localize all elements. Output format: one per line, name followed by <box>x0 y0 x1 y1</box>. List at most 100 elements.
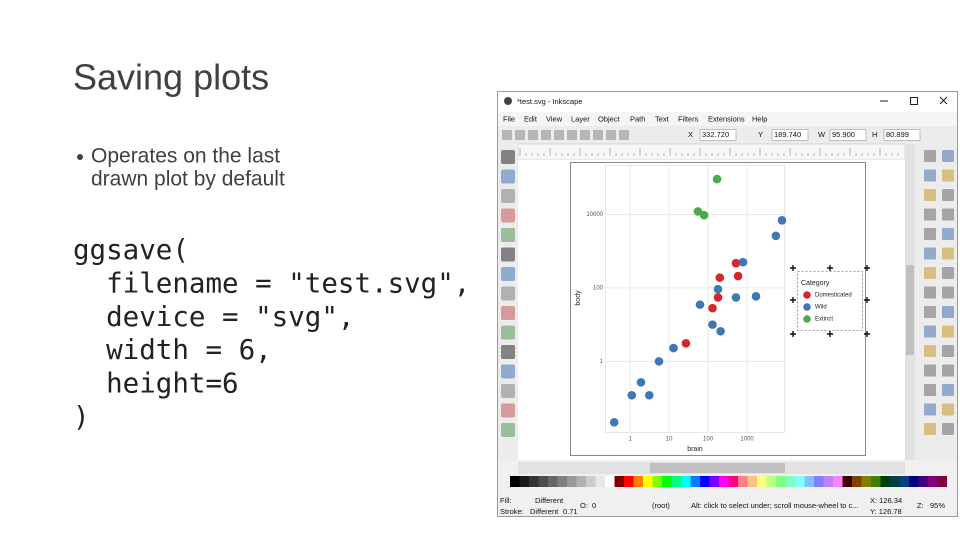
command-icon[interactable] <box>942 189 954 201</box>
field-box[interactable] <box>829 129 867 141</box>
palette-swatch[interactable] <box>738 476 748 487</box>
palette-swatch[interactable] <box>548 476 558 487</box>
field-box[interactable] <box>699 129 737 141</box>
command-icon[interactable] <box>924 345 936 357</box>
tool-icon[interactable] <box>501 306 515 320</box>
horizontal-scroll-thumb[interactable] <box>650 463 785 473</box>
menu-item[interactable]: Edit <box>524 114 538 123</box>
command-icon[interactable] <box>942 403 954 416</box>
palette-swatch[interactable] <box>833 476 843 487</box>
selection-handle[interactable] <box>790 331 796 337</box>
command-icon[interactable] <box>924 325 936 338</box>
palette-swatch[interactable] <box>605 476 615 487</box>
command-icon[interactable] <box>942 364 954 377</box>
tool-icon[interactable] <box>501 403 515 418</box>
field-box[interactable] <box>883 129 921 141</box>
command-icon[interactable] <box>924 286 936 299</box>
selection-handle[interactable] <box>827 331 833 337</box>
menu-item[interactable]: Text <box>655 114 670 123</box>
palette-swatch[interactable] <box>842 476 853 487</box>
toolbar-icon[interactable] <box>593 130 603 140</box>
tool-icon[interactable] <box>501 286 515 301</box>
palette-swatch[interactable] <box>890 476 900 487</box>
palette-swatch[interactable] <box>662 476 672 487</box>
selection-handle[interactable] <box>827 265 833 271</box>
menu-item[interactable]: File <box>503 114 515 123</box>
palette-swatch[interactable] <box>652 476 663 487</box>
tool-icon[interactable] <box>501 228 515 242</box>
maximize-button[interactable] <box>910 97 918 105</box>
palette-swatch[interactable] <box>690 476 701 487</box>
command-icon[interactable] <box>942 423 954 435</box>
palette-swatch[interactable] <box>681 476 691 487</box>
selection-handle[interactable] <box>864 331 870 337</box>
palette-swatch[interactable] <box>785 476 796 487</box>
palette-swatch[interactable] <box>747 476 758 487</box>
palette-swatch[interactable] <box>529 476 539 487</box>
command-icon[interactable] <box>942 286 954 299</box>
toolbar-icon[interactable] <box>541 130 551 140</box>
menu-item[interactable]: Help <box>752 114 767 123</box>
palette-swatch[interactable] <box>719 476 729 487</box>
toolbar-icon[interactable] <box>515 130 525 140</box>
palette-swatch[interactable] <box>757 476 767 487</box>
palette-swatch[interactable] <box>586 476 596 487</box>
palette-swatch[interactable] <box>624 476 634 487</box>
palette-swatch[interactable] <box>880 476 891 487</box>
command-icon[interactable] <box>924 364 936 377</box>
command-icon[interactable] <box>924 403 936 416</box>
command-icon[interactable] <box>924 169 936 182</box>
command-icon[interactable] <box>924 208 936 221</box>
palette-swatch[interactable] <box>709 476 720 487</box>
command-icon[interactable] <box>924 247 936 260</box>
menu-item[interactable]: Object <box>598 114 621 123</box>
palette-swatch[interactable] <box>861 476 872 487</box>
selection-handle[interactable] <box>790 297 796 303</box>
tool-icon[interactable] <box>501 325 515 340</box>
command-icon[interactable] <box>924 384 936 396</box>
palette-swatch[interactable] <box>776 476 786 487</box>
palette-swatch[interactable] <box>671 476 682 487</box>
command-icon[interactable] <box>924 189 936 201</box>
command-icon[interactable] <box>924 306 936 318</box>
command-icon[interactable] <box>924 267 936 279</box>
palette-swatch[interactable] <box>519 476 530 487</box>
menu-item[interactable]: Layer <box>571 114 590 123</box>
palette-swatch[interactable] <box>766 476 777 487</box>
tool-icon[interactable] <box>501 208 515 223</box>
command-icon[interactable] <box>924 423 936 435</box>
command-icon[interactable] <box>942 325 954 338</box>
command-icon[interactable] <box>924 150 936 162</box>
palette-swatch[interactable] <box>852 476 862 487</box>
vertical-scroll-thumb[interactable] <box>906 265 914 355</box>
menu-item[interactable]: Path <box>630 114 645 123</box>
toolbar-icon[interactable] <box>619 130 629 140</box>
palette-swatch[interactable] <box>576 476 587 487</box>
toolbar-icon[interactable] <box>554 130 564 140</box>
command-icon[interactable] <box>942 345 954 357</box>
palette-swatch[interactable] <box>928 476 938 487</box>
palette-swatch[interactable] <box>823 476 834 487</box>
palette-swatch[interactable] <box>633 476 644 487</box>
palette-swatch[interactable] <box>795 476 805 487</box>
tool-icon[interactable] <box>501 189 515 203</box>
palette-swatch[interactable] <box>567 476 577 487</box>
command-icon[interactable] <box>942 247 954 260</box>
tool-icon[interactable] <box>501 364 515 379</box>
menu-item[interactable]: View <box>546 114 563 123</box>
tool-icon[interactable] <box>501 247 515 262</box>
palette-swatch[interactable] <box>871 476 881 487</box>
menu-item[interactable]: Extensions <box>708 114 745 123</box>
palette-swatch[interactable] <box>595 476 606 487</box>
tool-icon[interactable] <box>501 345 515 359</box>
tool-icon[interactable] <box>501 150 515 164</box>
tool-icon[interactable] <box>501 384 515 398</box>
palette-swatch[interactable] <box>918 476 929 487</box>
palette-swatch[interactable] <box>814 476 824 487</box>
command-icon[interactable] <box>942 267 954 279</box>
palette-swatch[interactable] <box>937 476 948 487</box>
command-icon[interactable] <box>942 169 954 182</box>
toolbar-icon[interactable] <box>580 130 590 140</box>
command-icon[interactable] <box>942 228 954 240</box>
palette-swatch[interactable] <box>510 476 520 487</box>
